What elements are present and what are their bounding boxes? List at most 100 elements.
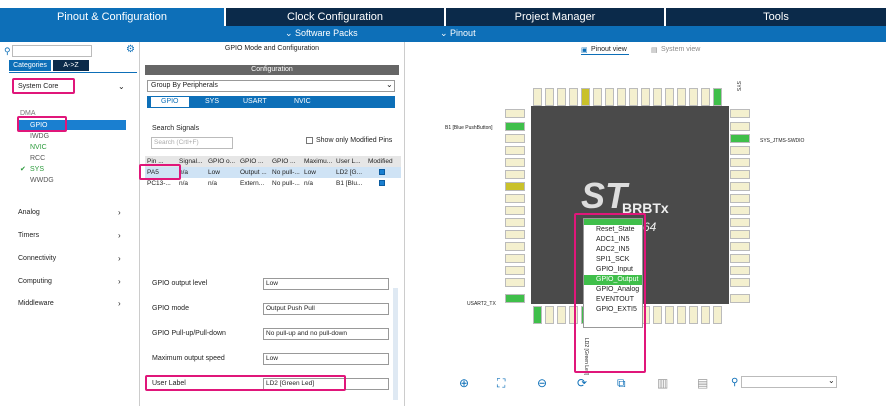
show-modified-checkbox[interactable]: [306, 137, 313, 144]
tab-usart[interactable]: USART: [243, 98, 267, 105]
group-computing[interactable]: Computing: [18, 278, 52, 285]
flip-icon[interactable]: ⧉: [617, 376, 626, 390]
chevron-right-icon[interactable]: ›: [118, 208, 121, 217]
gpio-mode-select[interactable]: Output Push Pull: [263, 303, 389, 315]
check-icon: ✔: [20, 166, 26, 173]
chevron-right-icon[interactable]: ›: [118, 254, 121, 263]
nav-dma[interactable]: DMA: [20, 110, 36, 117]
col-gpio-mode[interactable]: GPIO ...: [240, 158, 264, 165]
tab-pinout-configuration[interactable]: Pinout & Configuration: [0, 8, 224, 26]
split-h-icon[interactable]: ▤: [697, 376, 709, 390]
zoom-out-icon[interactable]: ⊖: [537, 376, 548, 390]
nav-sys[interactable]: SYS: [30, 166, 45, 173]
chip-part-text: BRBTx: [622, 200, 669, 216]
group-middleware[interactable]: Middleware: [18, 300, 54, 307]
gpio-pull-select[interactable]: No pull-up and no pull-down: [263, 328, 389, 340]
chevron-right-icon[interactable]: ›: [118, 277, 121, 286]
software-packs-menu[interactable]: ⌄ Software Packs: [285, 28, 358, 38]
menu-item[interactable]: GPIO_EXTI5: [596, 306, 637, 313]
menu-item[interactable]: ADC1_IN5: [596, 236, 630, 243]
menu-item[interactable]: GPIO_Analog: [596, 286, 640, 293]
menu-item[interactable]: GPIO_Input: [596, 266, 633, 273]
signal-search-input[interactable]: Search (Crtl+F): [151, 137, 233, 149]
pin-search-input[interactable]: [741, 376, 837, 388]
search-icon[interactable]: ⚲: [4, 46, 11, 56]
tab-project-manager[interactable]: Project Manager: [446, 8, 664, 26]
tab-nvic[interactable]: NVIC: [294, 98, 311, 105]
rotate-icon[interactable]: ⟳: [577, 376, 588, 390]
field-label: GPIO output level: [152, 280, 208, 287]
cell-mode: Extern...: [240, 180, 265, 187]
fit-icon[interactable]: ⛶: [497, 376, 506, 390]
modified-checkbox[interactable]: [379, 169, 385, 175]
list-icon: ▤: [651, 47, 658, 54]
modified-checkbox[interactable]: [379, 180, 385, 186]
col-pin[interactable]: Pin ...: [147, 158, 164, 165]
col-max-speed[interactable]: Maximu...: [304, 158, 333, 165]
tab-clock-configuration[interactable]: Clock Configuration: [226, 8, 444, 26]
menu-item[interactable]: Reset_State: [596, 226, 635, 233]
group-by-select[interactable]: Group By Peripherals: [147, 80, 395, 92]
highlight-user-label: [145, 375, 346, 391]
menu-item[interactable]: EVENTOUT: [596, 296, 634, 303]
usart-tx-label: USART2_TX: [467, 301, 496, 307]
zoom-in-icon[interactable]: ⊕: [459, 376, 470, 390]
search-icon[interactable]: ⚲: [731, 377, 739, 388]
menu-item-selected[interactable]: GPIO_Output: [584, 275, 642, 285]
nav-wwdg[interactable]: WWDG: [30, 177, 54, 184]
col-signal[interactable]: Signal...: [179, 158, 203, 165]
col-gpio-output[interactable]: GPIO o...: [208, 158, 236, 165]
tab-underline: [581, 54, 629, 55]
peripheral-tabs: GPIO SYS USART NVIC: [147, 96, 395, 108]
chevron-down-icon[interactable]: ⌄: [386, 80, 393, 89]
chip-pin-count: 64: [643, 220, 657, 234]
max-speed-select[interactable]: Low: [263, 353, 389, 365]
tab-a-z[interactable]: A->Z: [53, 60, 89, 71]
scrollbar[interactable]: [393, 288, 398, 400]
table-row[interactable]: PA5 n/a Low Output ... No pull-... Low L…: [145, 167, 401, 178]
col-user-label[interactable]: User L...: [336, 158, 361, 165]
menu-item[interactable]: SPI1_SCK: [596, 256, 630, 263]
pinout-menu[interactable]: ⌄ Pinout: [440, 28, 476, 38]
cell-label: B1 [Blu...: [336, 180, 363, 187]
split-v-icon[interactable]: ▥: [657, 376, 669, 390]
gear-icon[interactable]: ⚙: [126, 44, 135, 55]
system-view-tab[interactable]: System view: [661, 46, 701, 53]
panel-title: GPIO Mode and Configuration: [224, 45, 320, 52]
chevron-right-icon[interactable]: ›: [118, 231, 121, 240]
group-connectivity[interactable]: Connectivity: [18, 255, 57, 262]
col-gpio-pull[interactable]: GPIO ...: [272, 158, 296, 165]
cell-output: Low: [208, 169, 220, 176]
tab-tools[interactable]: Tools: [666, 8, 886, 26]
highlight-gpio: [17, 116, 67, 132]
tab-gpio[interactable]: GPIO: [151, 97, 189, 107]
show-modified-label: Show only Modified Pins: [316, 137, 393, 144]
system-core-group[interactable]: System Core: [18, 83, 59, 90]
highlight-context-menu: [574, 213, 646, 373]
ctx-header: [584, 219, 642, 225]
category-search-input[interactable]: [12, 45, 92, 57]
nav-rcc[interactable]: RCC: [30, 155, 46, 162]
table-row[interactable]: PC13-... n/a n/a Extern... No pull-... n…: [145, 178, 401, 189]
cell-pin: PA5: [147, 169, 159, 176]
configuration-header: Configuration: [145, 65, 399, 75]
cell-pin: PC13-...: [147, 180, 171, 187]
nav-nvic[interactable]: NVIC: [30, 144, 47, 151]
chevron-down-icon[interactable]: ⌄: [118, 82, 125, 91]
tab-categories[interactable]: Categories: [9, 60, 51, 71]
highlight-pa5: [139, 164, 181, 180]
pinout-view-tab[interactable]: Pinout view: [591, 46, 627, 53]
cell-speed: n/a: [304, 180, 314, 187]
col-modified[interactable]: Modified: [368, 158, 393, 165]
menu-item[interactable]: ADC2_IN5: [596, 246, 630, 253]
software-packs-label: Software Packs: [295, 28, 358, 38]
gpio-output-level-select[interactable]: Low: [263, 278, 389, 290]
group-analog[interactable]: Analog: [18, 209, 40, 216]
chevron-right-icon[interactable]: ›: [118, 299, 121, 308]
nav-iwdg[interactable]: IWDG: [30, 133, 50, 140]
group-timers[interactable]: Timers: [18, 232, 40, 239]
pin-context-menu: Reset_State ADC1_IN5 ADC2_IN5 SPI1_SCK G…: [583, 218, 643, 328]
nav-gpio[interactable]: GPIO: [30, 122, 48, 129]
chevron-down-icon[interactable]: ⌄: [828, 376, 835, 385]
tab-sys[interactable]: SYS: [205, 98, 220, 105]
